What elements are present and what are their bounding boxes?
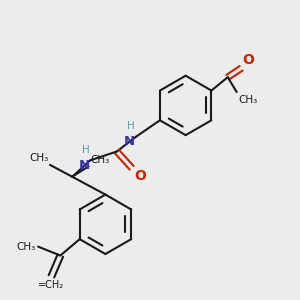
Text: =CH₂: =CH₂ — [38, 280, 64, 290]
Text: O: O — [243, 53, 254, 67]
Text: N: N — [79, 159, 90, 172]
Text: O: O — [134, 169, 146, 183]
Text: H: H — [82, 145, 90, 155]
Text: CH₃: CH₃ — [29, 153, 49, 164]
Text: N: N — [124, 135, 135, 148]
Text: H: H — [127, 121, 135, 131]
Text: CH₃: CH₃ — [90, 155, 109, 165]
Text: CH₃: CH₃ — [238, 95, 257, 105]
Text: CH₃: CH₃ — [16, 242, 36, 252]
